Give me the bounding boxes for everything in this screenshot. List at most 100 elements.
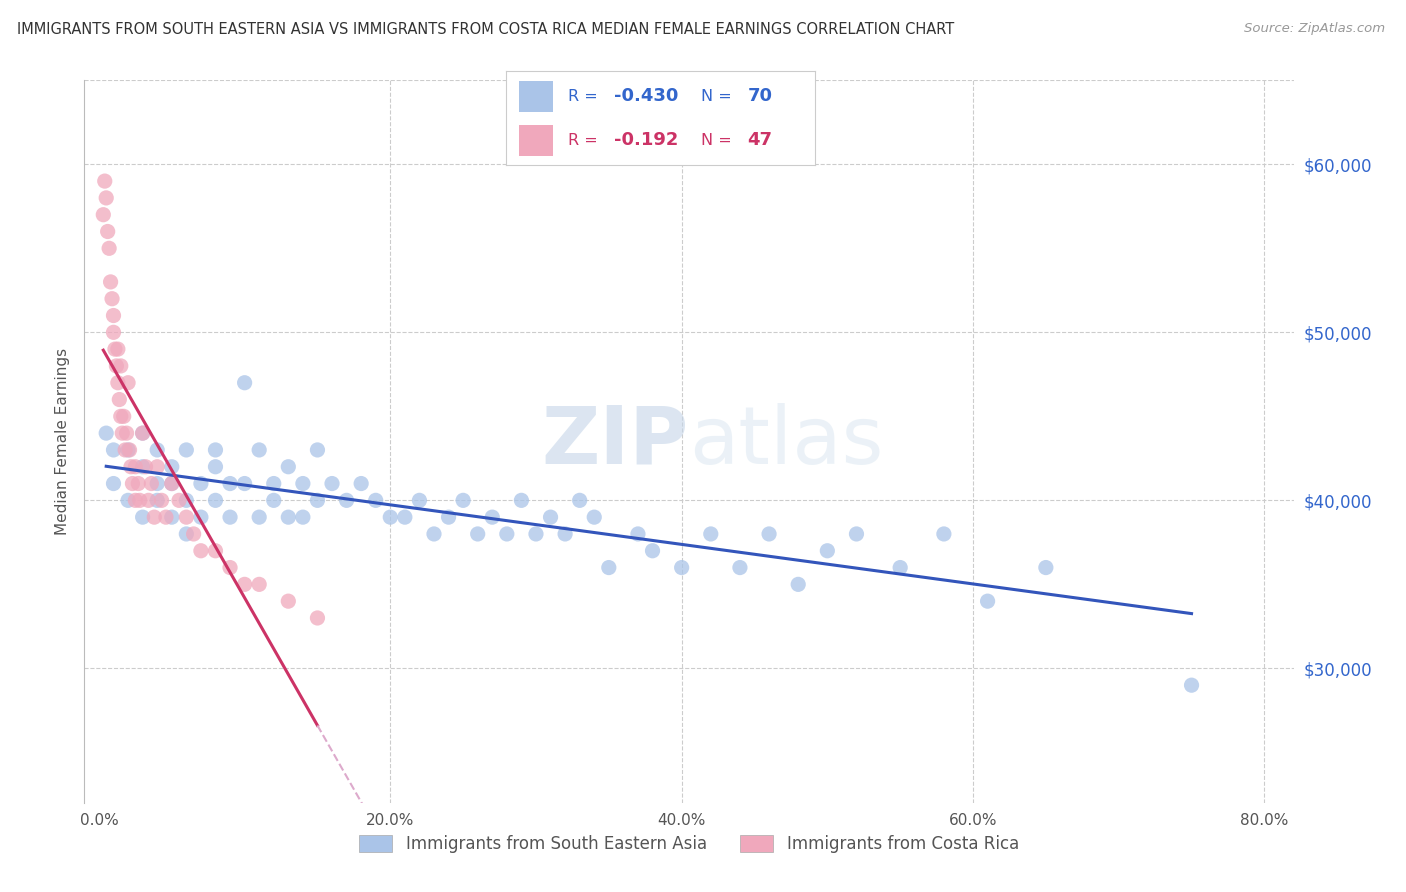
Point — [98, 241, 121, 255]
Point — [117, 376, 139, 390]
Point — [437, 510, 460, 524]
Point — [160, 476, 183, 491]
Point — [124, 459, 146, 474]
Point — [554, 527, 576, 541]
Point — [233, 476, 256, 491]
Point — [176, 493, 198, 508]
Point — [495, 527, 517, 541]
Point — [700, 527, 723, 541]
Point — [263, 493, 285, 508]
Point — [219, 510, 242, 524]
Point — [336, 493, 359, 508]
Point — [127, 476, 149, 491]
Point — [100, 275, 122, 289]
Point — [110, 359, 132, 373]
Point — [815, 543, 838, 558]
Point — [380, 510, 402, 524]
Text: ZIP: ZIP — [541, 402, 689, 481]
Text: N =: N = — [702, 133, 737, 148]
Point — [104, 342, 127, 356]
Bar — [519, 125, 553, 156]
Point — [627, 527, 650, 541]
Point — [131, 459, 153, 474]
Point — [110, 409, 132, 424]
Point — [204, 493, 226, 508]
Point — [150, 493, 173, 508]
Point — [135, 459, 157, 474]
Point — [190, 510, 212, 524]
Text: -0.192: -0.192 — [614, 131, 679, 149]
Point — [117, 442, 139, 457]
Point — [167, 493, 190, 508]
Text: 47: 47 — [748, 131, 772, 149]
Point — [277, 510, 299, 524]
Point — [204, 543, 226, 558]
Point — [1035, 560, 1057, 574]
Point — [103, 326, 125, 340]
Point — [160, 476, 183, 491]
Text: R =: R = — [568, 88, 603, 103]
Y-axis label: Median Female Earnings: Median Female Earnings — [55, 348, 70, 535]
Text: R =: R = — [568, 133, 607, 148]
Point — [277, 459, 299, 474]
Point — [128, 493, 150, 508]
Point — [598, 560, 620, 574]
Point — [291, 510, 314, 524]
Point — [105, 359, 128, 373]
Point — [481, 510, 503, 524]
Point — [155, 510, 177, 524]
Point — [467, 527, 489, 541]
Point — [114, 442, 136, 457]
Point — [108, 392, 131, 407]
Point — [183, 527, 205, 541]
Point — [568, 493, 591, 508]
Point — [932, 527, 955, 541]
Point — [97, 225, 120, 239]
Point — [307, 442, 329, 457]
Point — [247, 577, 270, 591]
Point — [219, 560, 242, 574]
Point — [176, 510, 198, 524]
Point — [103, 442, 125, 457]
Text: N =: N = — [702, 88, 737, 103]
Point — [524, 527, 547, 541]
Point — [121, 476, 143, 491]
Point — [845, 527, 868, 541]
Point — [451, 493, 474, 508]
Point — [277, 594, 299, 608]
Point — [190, 543, 212, 558]
Point — [141, 476, 163, 491]
Point — [176, 527, 198, 541]
Point — [583, 510, 606, 524]
Point — [146, 442, 169, 457]
Point — [131, 510, 153, 524]
Point — [190, 476, 212, 491]
Point — [423, 527, 446, 541]
Point — [146, 459, 169, 474]
Point — [889, 560, 911, 574]
Point — [787, 577, 810, 591]
Point — [204, 442, 226, 457]
Text: IMMIGRANTS FROM SOUTH EASTERN ASIA VS IMMIGRANTS FROM COSTA RICA MEDIAN FEMALE E: IMMIGRANTS FROM SOUTH EASTERN ASIA VS IM… — [17, 22, 955, 37]
Point — [160, 510, 183, 524]
Point — [204, 459, 226, 474]
Legend: Immigrants from South Eastern Asia, Immigrants from Costa Rica: Immigrants from South Eastern Asia, Immi… — [353, 828, 1025, 860]
Point — [96, 191, 118, 205]
Point — [219, 476, 242, 491]
Point — [247, 442, 270, 457]
Point — [247, 510, 270, 524]
Point — [540, 510, 562, 524]
Point — [641, 543, 664, 558]
Point — [307, 493, 329, 508]
Point — [408, 493, 430, 508]
Point — [160, 459, 183, 474]
Point — [146, 476, 169, 491]
Point — [233, 577, 256, 591]
Point — [321, 476, 343, 491]
Point — [146, 493, 169, 508]
Point — [91, 208, 114, 222]
Point — [138, 493, 160, 508]
Point — [131, 426, 153, 441]
Point — [671, 560, 693, 574]
Text: 70: 70 — [748, 87, 772, 105]
